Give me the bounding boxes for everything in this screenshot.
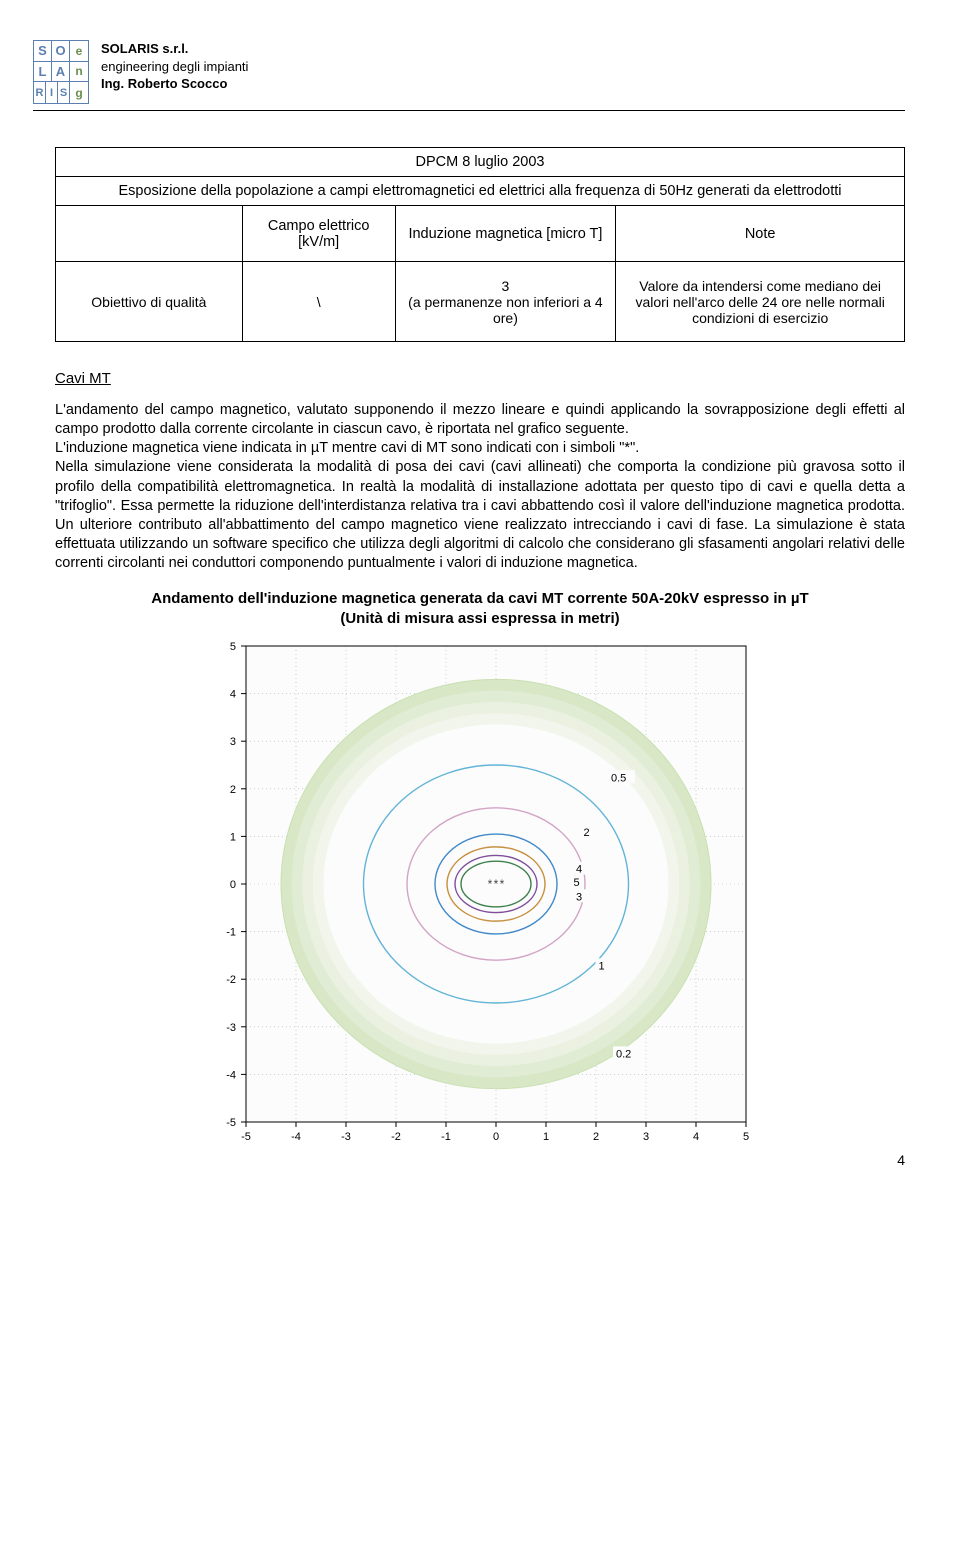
svg-text:5: 5: [743, 1131, 749, 1143]
chart-title: Andamento dell'induzione magnetica gener…: [55, 589, 905, 630]
company-name: SOLARIS s.r.l.: [101, 40, 248, 58]
svg-text:2: 2: [230, 783, 236, 795]
svg-text:5: 5: [574, 877, 580, 889]
svg-text:1: 1: [599, 960, 605, 972]
svg-text:3: 3: [230, 736, 236, 748]
svg-text:1: 1: [543, 1131, 549, 1143]
table-header-1: Campo elettrico [kV/m]: [242, 206, 395, 262]
svg-text:-2: -2: [391, 1131, 401, 1143]
table-row-c1: \: [242, 262, 395, 342]
table-row-c2: 3 (a permanenze non inferiori a 4 ore): [395, 262, 616, 342]
svg-text:0: 0: [493, 1131, 499, 1143]
svg-text:-3: -3: [226, 1021, 236, 1033]
svg-text:-5: -5: [241, 1131, 251, 1143]
table-subtitle: Esposizione della popolazione a campi el…: [56, 177, 905, 206]
svg-text:4: 4: [576, 863, 582, 875]
svg-text:0.2: 0.2: [616, 1048, 631, 1060]
svg-text:4: 4: [693, 1131, 699, 1143]
company-subtitle2: Ing. Roberto Scocco: [101, 75, 248, 93]
svg-text:*: *: [500, 877, 505, 891]
svg-text:-1: -1: [441, 1131, 451, 1143]
svg-text:-5: -5: [226, 1117, 236, 1129]
table-header-2: Induzione magnetica [micro T]: [395, 206, 616, 262]
svg-text:-1: -1: [226, 926, 236, 938]
svg-text:0.5: 0.5: [611, 772, 626, 784]
svg-text:0: 0: [230, 879, 236, 891]
magnetic-field-chart: 0.20.512345***-5-4-3-2-1012345-5-4-3-2-1…: [200, 636, 760, 1156]
section-body: L'andamento del campo magnetico, valutat…: [55, 401, 905, 573]
svg-text:3: 3: [643, 1131, 649, 1143]
section-title: Cavi MT: [55, 370, 905, 387]
svg-text:-2: -2: [226, 974, 236, 986]
svg-text:2: 2: [584, 827, 590, 839]
svg-text:-4: -4: [291, 1131, 301, 1143]
table-header-0: [56, 206, 243, 262]
table-row-label: Obiettivo di qualità: [56, 262, 243, 342]
table-title: DPCM 8 luglio 2003: [56, 148, 905, 177]
company-logo: SO LA RIS e n g: [33, 40, 89, 104]
svg-text:1: 1: [230, 831, 236, 843]
svg-text:-3: -3: [341, 1131, 351, 1143]
svg-text:2: 2: [593, 1131, 599, 1143]
table-row-c3: Valore da intendersi come mediano dei va…: [616, 262, 905, 342]
company-subtitle1: engineering degli impianti: [101, 58, 248, 76]
table-header-3: Note: [616, 206, 905, 262]
svg-text:4: 4: [230, 688, 236, 700]
document-header: SO LA RIS e n g SOLARIS s.r.l. engineeri…: [33, 40, 905, 111]
svg-text:*: *: [494, 877, 499, 891]
regulation-table: DPCM 8 luglio 2003 Esposizione della pop…: [55, 147, 905, 342]
svg-text:5: 5: [230, 641, 236, 653]
svg-text:*: *: [488, 877, 493, 891]
svg-text:-4: -4: [226, 1069, 236, 1081]
svg-text:3: 3: [576, 891, 582, 903]
page-number: 4: [897, 1152, 905, 1168]
